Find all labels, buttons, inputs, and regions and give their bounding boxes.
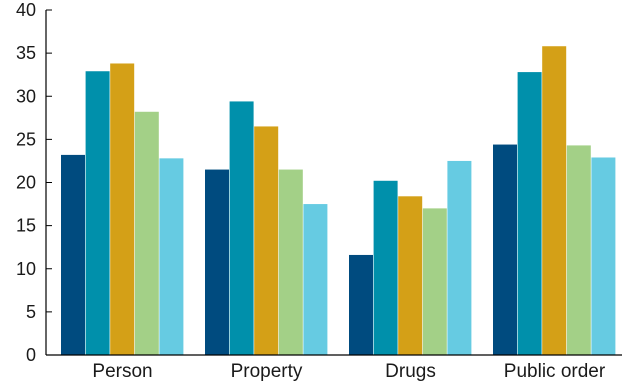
- x-category-label: Drugs: [385, 361, 436, 381]
- bar-person-series-4: [134, 111, 159, 355]
- bar-drugs-series-3: [398, 196, 423, 355]
- bar-drugs-series-4: [422, 208, 447, 356]
- bar-drugs-series-2: [373, 180, 398, 355]
- x-category-label: Public order: [504, 361, 606, 381]
- bar-person-series-2: [85, 71, 110, 356]
- bar-person-series-1: [61, 154, 85, 355]
- x-category-label: Person: [92, 361, 152, 381]
- bar-public-order-series-1: [493, 144, 517, 355]
- bar-drugs-series-1: [349, 254, 373, 355]
- y-tick-label: 30: [16, 86, 36, 106]
- bar-person-series-5: [159, 158, 184, 355]
- bar-property-series-5: [303, 204, 328, 355]
- y-tick-label: 25: [16, 129, 36, 149]
- bar-person-series-3: [110, 63, 135, 355]
- bar-public-order-series-2: [517, 72, 542, 355]
- bar-public-order-series-4: [566, 145, 591, 355]
- y-tick-label: 35: [16, 43, 36, 63]
- bar-public-order-series-5: [591, 157, 616, 355]
- bar-property-series-2: [229, 101, 254, 356]
- y-axis-ticks: 0 5 10 15 20 25 30 35 40: [16, 0, 52, 365]
- bars: [61, 46, 616, 356]
- bar-public-order-series-3: [542, 46, 567, 355]
- y-tick-label: 15: [16, 216, 36, 236]
- y-tick-label: 10: [16, 259, 36, 279]
- bar-property-series-1: [205, 169, 229, 355]
- y-tick-label: 40: [16, 0, 36, 20]
- x-axis-labels: Person Property Drugs Public order: [92, 361, 605, 381]
- bar-property-series-4: [278, 169, 303, 355]
- bar-property-series-3: [254, 126, 279, 355]
- bar-drugs-series-5: [447, 160, 472, 355]
- y-tick-label: 5: [26, 302, 36, 322]
- y-tick-label: 0: [26, 345, 36, 365]
- x-category-label: Property: [231, 361, 303, 381]
- y-tick-label: 20: [16, 173, 36, 193]
